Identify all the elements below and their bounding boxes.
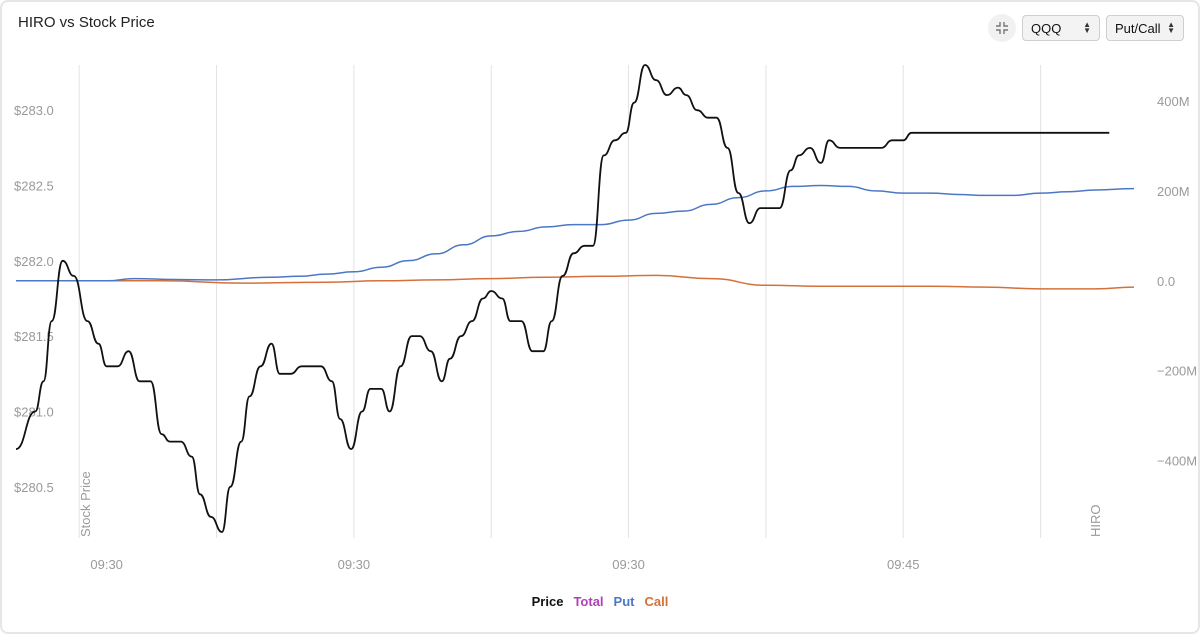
chevron-updown-icon: ▲ ▼	[1083, 20, 1091, 35]
left-axis-tick: $280.5	[14, 480, 54, 495]
chart-title: HIRO vs Stock Price	[18, 14, 155, 31]
right-axis-tick: 400M	[1157, 94, 1190, 109]
left-axis-tick: $283.0	[14, 103, 54, 118]
symbol-select-value: QQQ	[1031, 20, 1062, 36]
chart-controls: QQQ ▲ ▼ Put/Call ▲ ▼	[988, 14, 1184, 42]
collapse-icon	[996, 22, 1008, 34]
collapse-button[interactable]	[988, 14, 1016, 42]
x-axis-tick: 09:30	[338, 557, 371, 572]
chevron-updown-icon: ▲ ▼	[1167, 20, 1175, 35]
left-axis-tick: $282.0	[14, 254, 54, 269]
legend-call[interactable]: Call	[644, 594, 669, 609]
x-axis-tick: 09:45	[887, 557, 920, 572]
right-axis-tick: 200M	[1157, 184, 1190, 199]
series-line-call	[16, 274, 1135, 290]
chart-legend: Price Total Put Call	[0, 594, 1200, 609]
left-axis-tick: $281.5	[14, 329, 54, 344]
series-line-price	[15, 64, 1110, 533]
legend-put[interactable]: Put	[613, 594, 635, 609]
left-axis-tick: $282.5	[14, 179, 54, 194]
series-line-put	[16, 184, 1135, 282]
legend-price[interactable]: Price	[531, 594, 564, 609]
right-axis-tick: −400M	[1157, 454, 1197, 469]
x-axis-tick: 09:30	[612, 557, 645, 572]
right-axis-tick: 0.0	[1157, 274, 1175, 289]
right-axis-label: HIRO	[1088, 505, 1103, 538]
mode-select[interactable]: Put/Call ▲ ▼	[1106, 15, 1184, 41]
symbol-select[interactable]: QQQ ▲ ▼	[1022, 15, 1100, 41]
right-axis-tick: −200M	[1157, 364, 1197, 379]
x-axis-tick: 09:30	[90, 557, 123, 572]
legend-total[interactable]: Total	[573, 594, 604, 609]
left-axis-label: Stock Price	[78, 471, 93, 537]
mode-select-value: Put/Call	[1115, 20, 1161, 36]
